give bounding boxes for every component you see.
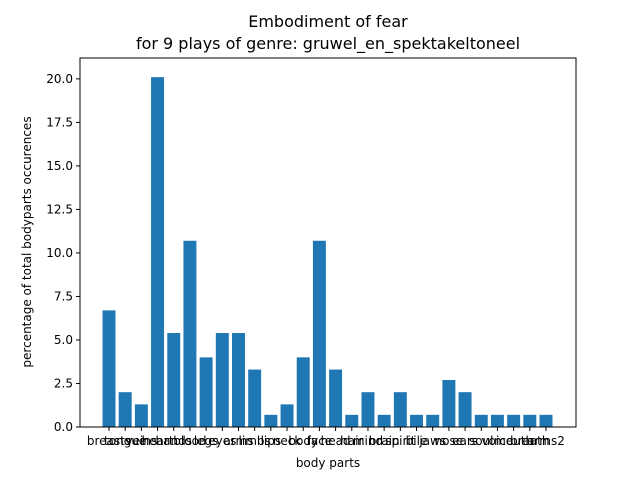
x-tick-label: heart xyxy=(142,434,174,448)
y-tick-label: 12.5 xyxy=(46,202,73,216)
x-tick-label: mind xyxy=(353,434,383,448)
bar xyxy=(410,414,423,427)
x-tick-label: spirit xyxy=(385,434,415,448)
x-tick-label: bile xyxy=(406,434,428,448)
x-tick-label: limbs xyxy=(239,434,271,448)
bar xyxy=(118,392,132,427)
bar xyxy=(183,240,197,427)
y-tick-label: 7.5 xyxy=(54,289,73,303)
bars-group xyxy=(102,77,553,428)
x-tick-label: arms xyxy=(223,434,253,448)
y-tick-label: 0.0 xyxy=(54,420,73,434)
bar xyxy=(474,414,488,427)
y-tick-label: 17.5 xyxy=(46,115,73,129)
bar xyxy=(264,414,278,427)
x-tick-label: breasts xyxy=(87,434,131,448)
bar xyxy=(248,369,262,427)
y-axis: 0.0 2.5 5.0 7.5 10.0 12.5 15.0 17.5 20.0 xyxy=(46,72,80,434)
y-tick-label: 10.0 xyxy=(46,246,73,260)
bar xyxy=(361,392,375,427)
bar xyxy=(539,414,553,427)
bar xyxy=(393,392,407,427)
bar xyxy=(490,414,504,427)
bar xyxy=(280,404,294,427)
x-tick-label: brain xyxy=(369,434,400,448)
x-tick-label: voice xyxy=(482,434,514,448)
x-tick-label: jaws xyxy=(418,434,446,448)
x-tick-label: hair xyxy=(340,434,363,448)
bar xyxy=(377,414,391,427)
bar xyxy=(134,404,148,427)
bar xyxy=(442,380,456,427)
bar xyxy=(215,333,229,427)
bar xyxy=(329,369,343,427)
x-tick-label: breath xyxy=(510,434,549,448)
x-tick-label: head xyxy=(321,434,351,448)
x-tick-label: legs xyxy=(194,434,219,448)
chart-subtitle: for 9 plays of genre: gruwel_en_spektake… xyxy=(136,34,520,54)
x-tick-label: neck xyxy=(273,434,302,448)
x-tick-label: hands xyxy=(156,434,192,448)
bar xyxy=(102,310,116,427)
x-tick-label: ears xyxy=(452,434,478,448)
y-tick-label: 2.5 xyxy=(54,376,73,390)
x-axis: breaststongueveinshearthandsbloodlegseye… xyxy=(87,427,565,448)
bar xyxy=(312,240,326,427)
y-axis-label: percentage of total bodyparts occurences xyxy=(20,116,34,367)
bar xyxy=(507,414,521,427)
bar xyxy=(199,357,213,427)
bar xyxy=(426,414,440,427)
x-tick-label: face xyxy=(307,434,333,448)
bar xyxy=(296,357,310,427)
x-tick-label: body xyxy=(288,434,318,448)
bar xyxy=(523,414,537,427)
y-tick-label: 5.0 xyxy=(54,333,73,347)
x-tick-label: mouth xyxy=(494,434,533,448)
bar xyxy=(167,333,181,427)
x-tick-label: arms2 xyxy=(527,434,565,448)
x-tick-label: veins xyxy=(126,434,158,448)
y-tick-label: 20.0 xyxy=(46,72,73,86)
bar xyxy=(345,414,359,427)
x-tick-label: soul xyxy=(469,434,494,448)
bar xyxy=(151,77,165,428)
x-tick-label: lips xyxy=(261,434,282,448)
chart-title: Embodiment of fear xyxy=(248,12,408,31)
x-tick-label: blood xyxy=(173,434,206,448)
bar xyxy=(232,333,245,427)
x-tick-label: nose xyxy=(435,434,464,448)
plot-frame xyxy=(79,57,577,428)
bar xyxy=(458,392,472,427)
x-tick-label: eyes xyxy=(208,434,236,448)
y-tick-label: 15.0 xyxy=(46,159,73,173)
x-axis-label: body parts xyxy=(296,456,360,470)
x-tick-label: tongue xyxy=(104,434,146,448)
